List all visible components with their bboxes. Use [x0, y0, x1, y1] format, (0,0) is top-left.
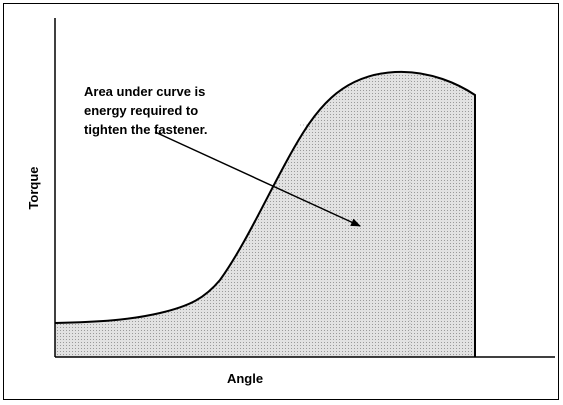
- torque-curve: [54, 70, 476, 357]
- arrow: [154, 131, 361, 227]
- y-axis-label: Torque: [26, 166, 41, 209]
- x-axis-label: Angle: [227, 371, 263, 386]
- area-under-curve: [55, 71, 475, 357]
- annotation-line: tighten the fastener.: [84, 122, 208, 137]
- annotation-line: Area under curve is: [84, 84, 205, 99]
- annotation-line: energy required to: [84, 103, 198, 118]
